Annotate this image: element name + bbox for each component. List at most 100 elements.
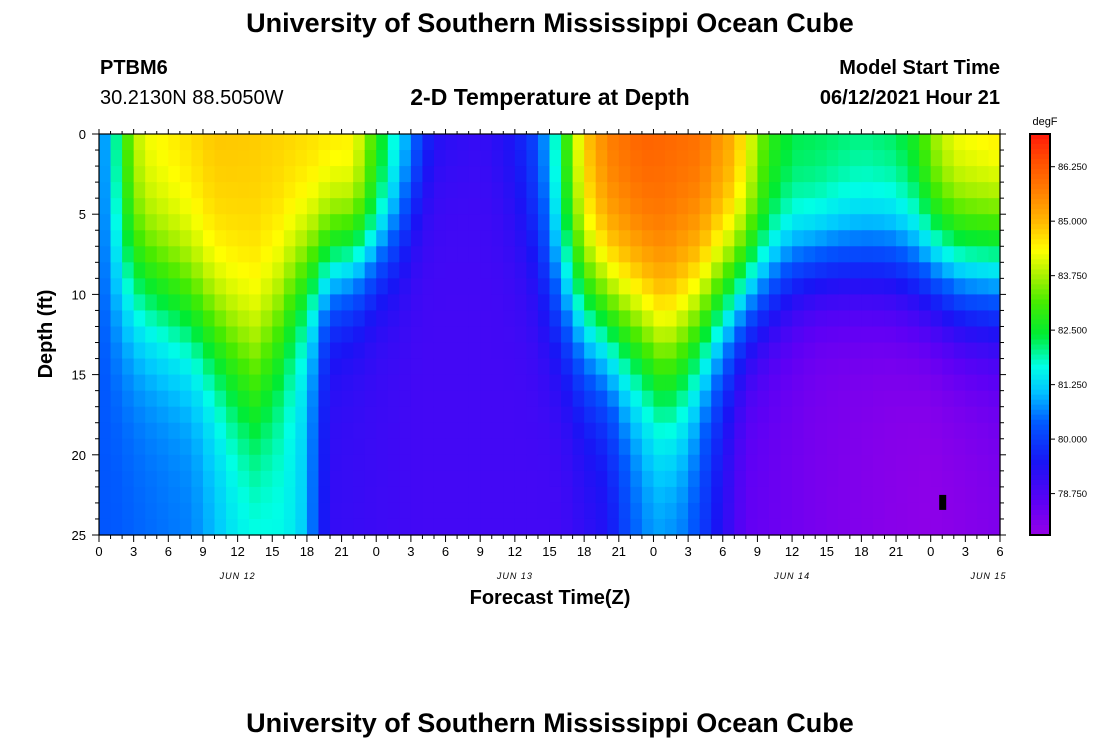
heatmap-cell [526, 134, 539, 151]
heatmap-cell [330, 166, 343, 183]
heatmap-cell [641, 518, 655, 536]
heatmap-cell [537, 294, 551, 312]
heatmap-cell [665, 182, 678, 199]
heatmap-cell [561, 246, 574, 263]
heatmap-cell [260, 390, 273, 408]
colorbar-segment [1030, 149, 1050, 155]
heatmap-cell [930, 262, 943, 279]
heatmap-cell [699, 374, 712, 392]
heatmap-cell [237, 198, 250, 215]
heatmap-cell [191, 502, 204, 520]
heatmap-cell [156, 518, 169, 536]
heatmap-cell [318, 358, 331, 376]
heatmap-cell [896, 150, 909, 167]
heatmap-cell [561, 134, 574, 151]
heatmap-cell [965, 342, 978, 360]
heatmap-cell [722, 406, 735, 424]
heatmap-cell [953, 214, 966, 231]
heatmap-cell [907, 326, 920, 344]
colorbar-segment [1030, 359, 1050, 366]
heatmap-cell [792, 390, 805, 408]
heatmap-cell [549, 342, 562, 360]
heatmap-cell [122, 262, 135, 279]
heatmap-cell [976, 358, 990, 376]
heatmap-cell [722, 390, 735, 408]
heatmap-cell [364, 518, 377, 536]
heatmap-cell [745, 502, 759, 520]
heatmap-cell [445, 438, 458, 456]
heatmap-cell [283, 294, 296, 312]
x-tick-label: 6 [165, 544, 172, 559]
heatmap-cell [653, 166, 666, 183]
heatmap-cell [480, 486, 493, 504]
y-tick-label: 20 [72, 448, 86, 463]
heatmap-cell [792, 182, 805, 199]
colorbar-segment [1030, 509, 1050, 516]
heatmap-cell [445, 214, 458, 231]
colorbar-segment [1030, 514, 1050, 521]
heatmap-cell [896, 518, 909, 536]
heatmap-cell [768, 134, 782, 151]
heatmap-cell [145, 486, 158, 504]
heatmap-cell [722, 486, 735, 504]
heatmap-cell [676, 470, 689, 488]
heatmap-cell [237, 374, 250, 392]
heatmap-cell [849, 214, 862, 231]
heatmap-cell [618, 230, 631, 247]
heatmap-cell [364, 278, 377, 295]
heatmap-cell [872, 262, 886, 279]
heatmap-cell [514, 214, 527, 231]
heatmap-cell [110, 246, 123, 263]
heatmap-cell [953, 390, 966, 408]
heatmap-cell [676, 422, 689, 440]
heatmap-cell [283, 454, 296, 472]
heatmap-cell [214, 406, 227, 424]
heatmap-cell [249, 438, 262, 456]
heatmap-cell [168, 294, 181, 312]
heatmap-cell [353, 406, 366, 424]
heatmap-cell [283, 166, 296, 183]
heatmap-cell [318, 262, 331, 279]
heatmap-cell [410, 390, 424, 408]
heatmap-cell [110, 422, 123, 440]
heatmap-cell [260, 326, 273, 344]
heatmap-cell [884, 422, 897, 440]
heatmap-cell [919, 246, 932, 263]
heatmap-cell [976, 486, 990, 504]
colorbar-segment [1030, 244, 1050, 250]
x-tick-label: 3 [684, 544, 691, 559]
heatmap-cell [976, 342, 990, 360]
heatmap-cell [861, 326, 874, 344]
heatmap-cell [202, 422, 216, 440]
heatmap-cell [699, 182, 712, 199]
heatmap-cell [399, 310, 412, 328]
heatmap-cell [99, 326, 112, 344]
heatmap-cell [734, 134, 747, 151]
heatmap-cell [283, 326, 296, 344]
heatmap-cell [734, 294, 747, 312]
heatmap-cell [387, 406, 400, 424]
heatmap-cell [306, 358, 320, 376]
heatmap-cell [665, 326, 678, 344]
heatmap-cell [341, 422, 354, 440]
heatmap-cell [445, 486, 458, 504]
heatmap-cell [318, 230, 331, 247]
heatmap-cell [630, 422, 643, 440]
heatmap-cell [722, 326, 735, 344]
heatmap-cell [537, 214, 551, 231]
heatmap-cell [953, 342, 966, 360]
heatmap-cell [768, 422, 782, 440]
heatmap-cell [433, 150, 447, 167]
heatmap-cell [122, 150, 135, 167]
heatmap-cell [688, 134, 701, 151]
heatmap-cell [491, 422, 504, 440]
heatmap-cell [907, 230, 920, 247]
heatmap-cell [942, 422, 955, 440]
heatmap-cell [468, 470, 481, 488]
heatmap-cell [595, 182, 608, 199]
heatmap-cell [930, 326, 943, 344]
colorbar-segment [1030, 264, 1050, 270]
heatmap-cell [988, 454, 1001, 472]
heatmap-cell [630, 278, 643, 295]
heatmap-cell [665, 438, 678, 456]
